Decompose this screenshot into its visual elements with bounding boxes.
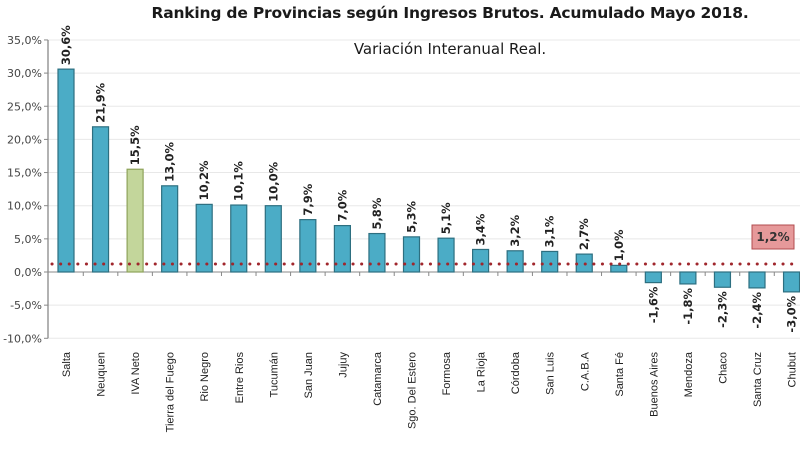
value-label: 13,0% bbox=[163, 141, 177, 181]
chart-title: Ranking de Provincias según Ingresos Bru… bbox=[151, 4, 749, 22]
bar-c-rdoba bbox=[506, 250, 524, 273]
y-tick-label: 5,0% bbox=[14, 233, 42, 246]
value-label: -2,4% bbox=[750, 291, 764, 328]
category-label: San Luis bbox=[545, 352, 557, 395]
category-label: Córdoba bbox=[510, 351, 522, 394]
category-label: San Juan bbox=[303, 352, 315, 398]
chart-subtitle: Variación Interanual Real. bbox=[353, 40, 547, 58]
bar-iva-neto bbox=[126, 168, 144, 273]
value-label: -1,6% bbox=[646, 286, 660, 323]
value-label: 10,1% bbox=[232, 161, 246, 201]
y-tick-label: 20,0% bbox=[7, 133, 42, 146]
bar-neuquen bbox=[91, 126, 110, 273]
value-label: 15,5% bbox=[128, 125, 142, 165]
bar-san-luis bbox=[541, 250, 559, 273]
bar-santa-f- bbox=[610, 264, 628, 273]
y-tick-label: 35,0% bbox=[7, 34, 42, 47]
y-tick-label: 10,0% bbox=[7, 200, 42, 213]
value-label: 5,1% bbox=[439, 202, 453, 234]
x-axis-labels: Salta Neuquen IVA Neto Tierra del Fuego Rio … bbox=[61, 351, 799, 432]
y-axis: -10,0% -5,0% 0,0% 5,0% 10,0% 15,0% 20,0% 25,0% 3… bbox=[3, 34, 800, 345]
bar-formosa bbox=[437, 237, 455, 273]
bar-tucum-n bbox=[264, 205, 282, 273]
category-label: Formosa bbox=[441, 351, 453, 395]
bar-santa-cruz bbox=[748, 271, 766, 289]
reference-line: 1,2% bbox=[50, 224, 800, 266]
value-label: -3,0% bbox=[785, 295, 799, 332]
category-label: Buenos Aires bbox=[648, 352, 660, 417]
value-labels: 30,6% 21,9% 15,5% 13,0% 10,2% 10,1% 10,0% 7,9% 7… bbox=[59, 25, 799, 333]
category-label: La Rioja bbox=[476, 351, 488, 392]
bar-chubut bbox=[782, 271, 800, 293]
value-label: -2,3% bbox=[715, 291, 729, 328]
value-label: 10,2% bbox=[197, 160, 211, 200]
bar-chaco bbox=[713, 271, 732, 288]
category-label: Jujuy bbox=[337, 352, 349, 378]
bar-rio-negro bbox=[195, 203, 213, 273]
y-tick-label: -10,0% bbox=[3, 332, 42, 345]
value-label: 3,2% bbox=[508, 214, 522, 246]
value-label: 7,9% bbox=[301, 183, 315, 215]
y-tick-label: 15,0% bbox=[7, 167, 42, 180]
category-label: Tierra del Fuego bbox=[165, 352, 177, 432]
category-label: Santa Cruz bbox=[752, 352, 764, 407]
category-label: Catamarca bbox=[372, 351, 384, 406]
value-label: 2,7% bbox=[577, 218, 591, 250]
category-label: Chaco bbox=[717, 352, 729, 384]
value-label: 3,1% bbox=[543, 215, 557, 247]
category-label: Mendoza bbox=[683, 351, 695, 397]
bar-mendoza bbox=[679, 271, 697, 285]
bar-la-rioja bbox=[472, 248, 490, 273]
category-label: IVA Neto bbox=[130, 352, 142, 395]
category-label: Neuquen bbox=[96, 352, 108, 397]
category-label: Chubut bbox=[787, 352, 799, 387]
bar-salta bbox=[57, 68, 75, 273]
bar-jujuy bbox=[333, 224, 351, 273]
bar-tierra-del-fuego bbox=[161, 185, 179, 273]
value-label: 3,4% bbox=[474, 213, 488, 245]
category-label: Rio Negro bbox=[199, 352, 211, 402]
category-label: Santa Fé bbox=[614, 352, 626, 397]
y-tick-label: 30,0% bbox=[7, 67, 42, 80]
value-label: 30,6% bbox=[59, 25, 73, 65]
value-label: -1,8% bbox=[681, 287, 695, 324]
category-label: Entre Rios bbox=[234, 352, 246, 404]
category-label: Tucumán bbox=[268, 352, 280, 397]
bar-sgo-del-estero bbox=[402, 236, 421, 273]
bar-catamarca bbox=[368, 232, 386, 273]
category-label: C.A.B.A bbox=[579, 351, 591, 391]
bar-entre-rios bbox=[230, 204, 248, 273]
bar-san-juan bbox=[299, 219, 317, 273]
y-tick-label: 25,0% bbox=[7, 100, 42, 113]
reference-label-box bbox=[751, 224, 795, 250]
value-label: 1,0% bbox=[612, 229, 626, 261]
y-tick-label: -5,0% bbox=[10, 299, 42, 312]
y-tick-label: 0,0% bbox=[14, 266, 42, 279]
reference-label: 1,2% bbox=[756, 230, 789, 244]
value-label: 10,0% bbox=[266, 161, 280, 201]
value-label: 7,0% bbox=[335, 189, 349, 221]
value-label: 21,9% bbox=[94, 82, 108, 122]
category-label: Salta bbox=[61, 351, 73, 377]
value-label: 5,3% bbox=[405, 200, 419, 232]
category-label: Sgo. Del Estero bbox=[407, 352, 419, 429]
bar-buenos-aires bbox=[644, 271, 662, 284]
value-label: 5,8% bbox=[370, 197, 384, 229]
